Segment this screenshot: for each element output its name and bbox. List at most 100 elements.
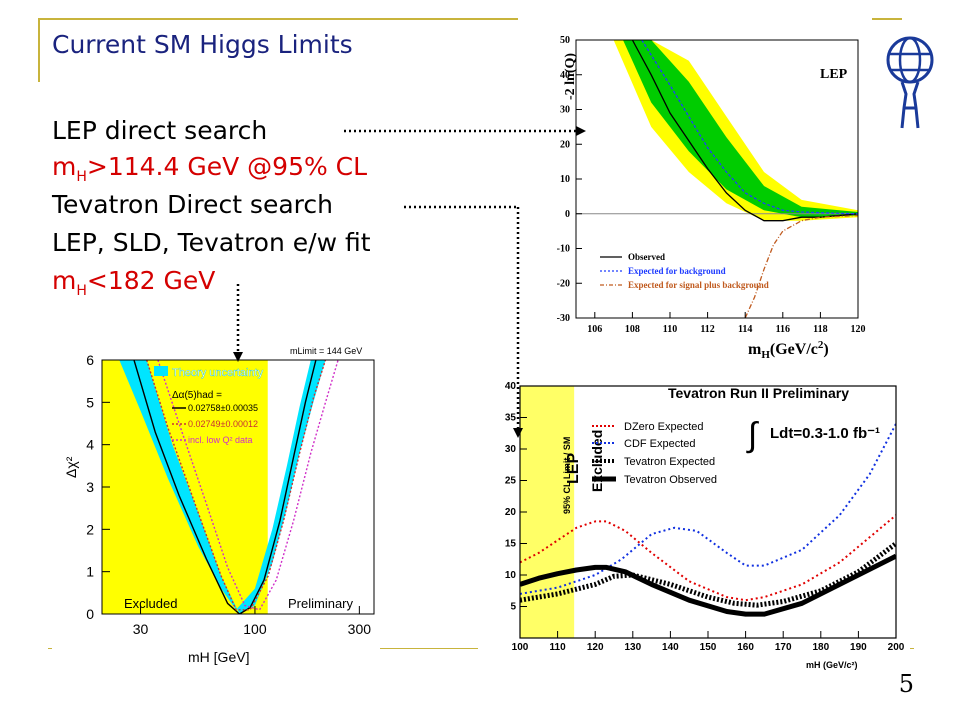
text-mh-upper-limit: mH<182 GeV (52, 266, 216, 299)
tev-y-tick-label: 5 (510, 602, 516, 613)
lep-x-tick-label: 116 (776, 324, 790, 335)
ew-legend: Theory uncertainty Δα(5)had = 0.02758±0.… (154, 366, 264, 445)
legend-label-observed: Observed (628, 252, 665, 262)
tev-y-tick-label: 30 (505, 444, 517, 455)
ew-clipped-group (102, 360, 339, 614)
ew-y-tick-label: 5 (86, 394, 94, 410)
lep-x-axis-unit: (GeV/c (770, 341, 818, 358)
title-bar-top (38, 18, 518, 20)
title-bar-left-vertical (38, 18, 40, 82)
tev-x-tick-label: 170 (775, 642, 792, 653)
tev-lep-label: LEP (565, 453, 582, 484)
tev-lep-excluded-region (520, 386, 575, 638)
tev-x-tick-label: 100 (512, 642, 529, 653)
page-number: 5 (898, 670, 914, 698)
tev-y-tick-label: 25 (505, 476, 517, 487)
legend-label-tev-expected: Tevatron Expected (624, 456, 715, 468)
lep-y-tick-label: 50 (560, 35, 570, 46)
tev-x-tick-label: 180 (812, 642, 829, 653)
tevatron-limit-plot: 100 110 120 130 140 150 160 170 180 190 200 5 10 15 20… (486, 378, 910, 670)
tev-series-cdf (520, 423, 896, 595)
tev-series-observed (520, 553, 896, 617)
lep-y-tick-label: 10 (560, 174, 570, 185)
legend-label-theory: Theory uncertainty (172, 367, 264, 379)
tev-luminosity: Ldt=0.3-1.0 fb⁻¹ (770, 425, 880, 442)
lep-x-tick-label: 112 (700, 324, 714, 335)
ew-y-tick-label: 6 (86, 352, 94, 368)
tev-integral-symbol: ∫ (746, 416, 759, 454)
tev-x-tick-label: 140 (662, 642, 679, 653)
lep-x-tick-label: 114 (738, 324, 752, 335)
text-tevatron-direct-search: Tevatron Direct search (52, 190, 333, 219)
ew-y-tick-label: 2 (86, 521, 94, 537)
tev-x-tick-label: 150 (700, 642, 717, 653)
slide-title: Current SM Higgs Limits (52, 30, 353, 59)
tev-x-tick-label: 160 (737, 642, 754, 653)
mh-lower-limit-value: >114.4 GeV @95% CL (86, 152, 368, 181)
lep-y-tick-label: 30 (560, 105, 570, 116)
tev-clipped-group (520, 386, 896, 638)
lep-y-tick-label: 0 (565, 209, 570, 220)
tev-x-axis-label: mH (GeV/c²) (806, 660, 858, 670)
ew-x-tick-label: 30 (133, 621, 149, 637)
atlas-logo (886, 36, 934, 129)
lep-title: LEP (820, 67, 848, 82)
tev-y-tick-label: 20 (505, 507, 517, 518)
legend-label-dzero: DZero Expected (624, 421, 703, 433)
tev-x-tick-label: 130 (624, 642, 641, 653)
lep-x-tick-label: 110 (663, 324, 677, 335)
lep-plot-background (530, 22, 880, 364)
ew-y-tick-label: 1 (86, 564, 94, 580)
lep-y-tick-label: -10 (557, 244, 570, 255)
lep-y-tick-label: 40 (560, 70, 570, 81)
ew-plot-area: 30 100 300 0 1 2 3 4 5 6 (86, 352, 375, 637)
lep-y-tick-label: 20 (560, 139, 570, 150)
ew-y-axis-label: Δχ² (63, 456, 79, 478)
tev-legend: DZero Expected CDF Expected Tevatron Exp… (592, 421, 717, 486)
lep-plot-area: 106 108 110 112 114 116 118 120 50 40 30 20 10 0 -10 -2… (557, 35, 866, 335)
legend-label-entry3: incl. low Q² data (188, 435, 253, 445)
tev-y-tick-label: 35 (505, 413, 517, 424)
text-ew-fit: LEP, SLD, Tevatron e/w fit (52, 228, 371, 257)
lep-x-tick-label: 106 (587, 324, 602, 335)
lep-likelihood-plot: 106 108 110 112 114 116 118 120 50 40 30 20 10 0 -10 -2… (530, 22, 880, 364)
text-lep-direct-search: LEP direct search (52, 116, 268, 145)
ew-x-tick-label: 300 (348, 621, 372, 637)
lep-y-tick-label: -30 (557, 313, 570, 324)
mh-symbol: m (52, 266, 77, 295)
tev-series-dzero (520, 514, 896, 602)
lep-x-tick-label: 118 (813, 324, 827, 335)
ew-theory-band (119, 360, 326, 614)
tev-plot-area: 100 110 120 130 140 150 160 170 180 190 200 5 10 15 20… (505, 381, 905, 653)
legend-label-alpha: Δα(5)had = (172, 390, 222, 401)
ew-y-tick-label: 3 (86, 479, 94, 495)
mh-upper-limit-value: <182 GeV (86, 266, 216, 295)
lep-x-tick-label: 108 (625, 324, 640, 335)
legend-label-expected-sb: Expected for signal plus background (628, 280, 769, 290)
lep-band-green (623, 40, 858, 218)
tev-y-tick-label: 40 (505, 381, 517, 392)
tev-series-expected (520, 541, 896, 608)
legend-label-tev-observed: Tevatron Observed (624, 474, 717, 486)
tev-y-axis-label: 95% CL Limit / SM (562, 437, 572, 514)
ew-x-tick-label: 100 (243, 621, 267, 637)
lep-y-tick-label: -20 (557, 278, 570, 289)
legend-label-expected-bkg: Expected for background (628, 266, 726, 276)
tev-x-tick-label: 200 (888, 642, 905, 653)
title-bar-top-right (872, 18, 902, 20)
lep-clipped-group (576, 40, 858, 318)
tev-y-tick-label: 15 (505, 539, 517, 550)
lep-series-observed (631, 40, 858, 222)
mh-symbol: m (52, 152, 77, 181)
lep-x-tick-label: 120 (851, 324, 866, 335)
tev-x-tick-label: 110 (550, 642, 567, 653)
tev-x-tick-label: 190 (850, 642, 867, 653)
mh-subscript: H (76, 169, 87, 185)
legend-label-entry1: 0.02758±0.00035 (188, 403, 258, 413)
ew-x-axis-label: mH [GeV] (188, 649, 249, 665)
ew-excluded-label: Excluded (124, 596, 177, 611)
ew-series-central (133, 360, 317, 614)
ew-y-tick-label: 0 (86, 606, 94, 622)
lep-series-expected-bkg (641, 40, 858, 215)
legend-label-cdf: CDF Expected (624, 438, 696, 450)
